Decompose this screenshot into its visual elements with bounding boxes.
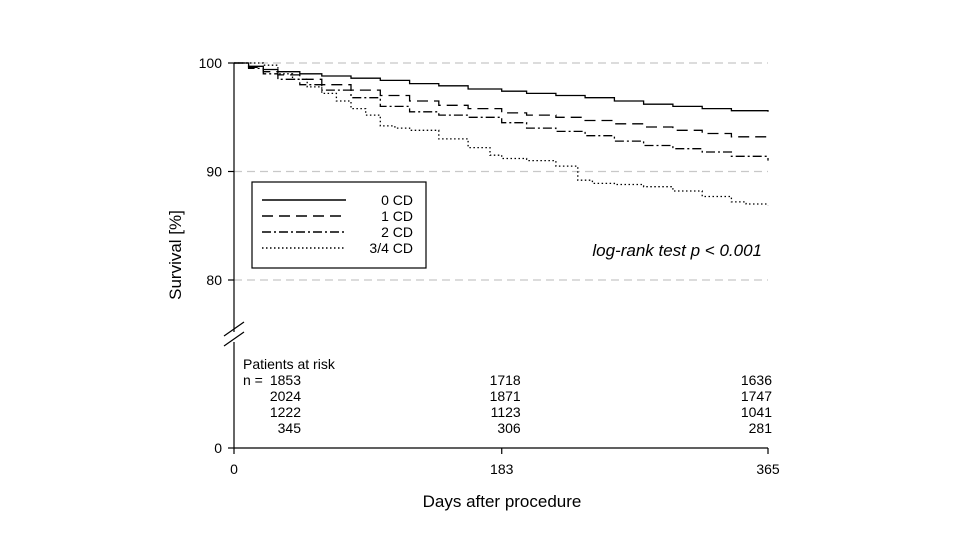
legend-label-4: 3/4 CD	[369, 240, 413, 256]
patients-at-risk-title: Patients at risk	[243, 356, 336, 372]
patients-at-risk-table: Patients at risk 1853 1718 1636 2024 1871 174…	[243, 356, 772, 436]
y-ticks: 100 90 80 0	[199, 55, 234, 456]
x-tick-label-183: 183	[490, 461, 514, 477]
risk-cell-r1-c2: 1718	[490, 372, 521, 388]
risk-cell-r2-c1: 2024	[270, 388, 301, 404]
legend: 0 CD1 CD2 CD3/4 CD	[251, 181, 427, 269]
legend-label-2: 1 CD	[381, 208, 413, 224]
series-line-1	[234, 62, 769, 112]
axis-break-mark-1	[223, 321, 245, 337]
legend-label-3: 2 CD	[381, 224, 413, 240]
y-tick-label-80: 80	[206, 272, 222, 288]
risk-cell-r1-c1: 1853	[270, 372, 301, 388]
risk-cell-r3-c1: 1222	[270, 404, 301, 420]
x-axis-title: Days after procedure	[423, 492, 582, 511]
risk-cell-r1-c3: 1636	[741, 372, 772, 388]
legend-label-1: 0 CD	[381, 192, 413, 208]
y-tick-label-90: 90	[206, 164, 222, 180]
y-tick-label-100: 100	[199, 55, 223, 71]
series-group	[234, 62, 769, 206]
series-line-3	[234, 62, 769, 161]
risk-cell-r2-c3: 1747	[741, 388, 772, 404]
logrank-annotation: log-rank test p < 0.001	[592, 241, 762, 260]
risk-cell-r3-c3: 1041	[741, 404, 772, 420]
risk-cell-r4-c2: 306	[497, 420, 521, 436]
y-axis-title: Survival [%]	[166, 210, 185, 300]
risk-cell-r4-c1: 345	[278, 420, 302, 436]
risk-cell-r4-c3: 281	[749, 420, 773, 436]
y-tick-label-0: 0	[214, 440, 222, 456]
risk-cell-r3-c2: 1123	[491, 404, 521, 420]
risk-n-prefix: n =	[243, 372, 263, 388]
axes	[223, 63, 768, 449]
series-line-2	[234, 62, 769, 140]
x-ticks: 0 183 365	[230, 448, 780, 477]
x-tick-label-0: 0	[230, 461, 238, 477]
grid-lines	[234, 62, 768, 281]
risk-cell-r2-c2: 1871	[490, 388, 521, 404]
x-tick-label-365: 365	[756, 461, 780, 477]
legend-box	[251, 181, 427, 269]
axis-break-mark-2	[223, 331, 245, 347]
